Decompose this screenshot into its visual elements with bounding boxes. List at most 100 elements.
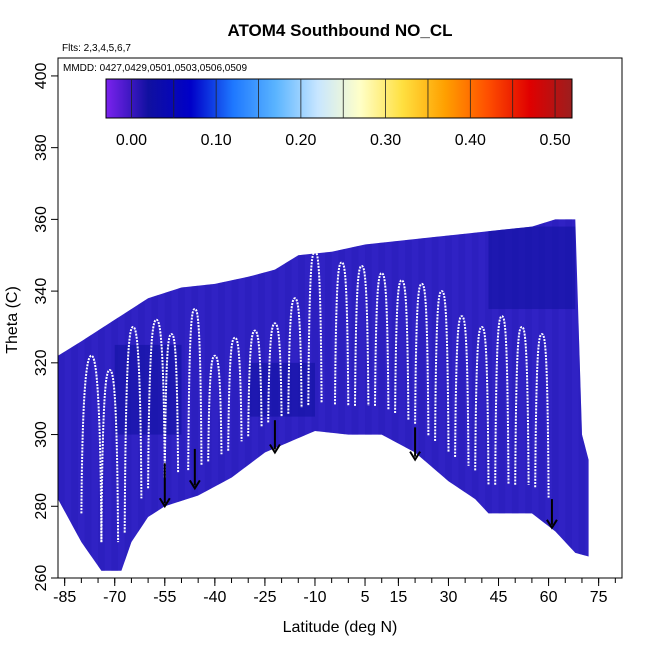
- field-band: [204, 219, 212, 571]
- colorbar-tick-label: 0.30: [370, 132, 401, 149]
- flight-profile: [354, 264, 370, 406]
- flight-profile: [147, 318, 166, 489]
- field-band: [178, 219, 185, 571]
- field-band: [244, 219, 252, 571]
- flight-profile: [474, 325, 490, 485]
- colorbar-tick-label: 0.10: [201, 132, 232, 149]
- y-tick-label: 320: [33, 349, 50, 376]
- x-tick-label: -25: [253, 589, 276, 606]
- flight-profile: [100, 368, 120, 543]
- axes: -85 -70 -55 -40 -25 -10 5 15 30 45 60 75 260 280 300 32…: [33, 57, 623, 606]
- field-band: [551, 219, 559, 571]
- field-band: [525, 219, 532, 571]
- x-tick-label: 60: [540, 589, 558, 606]
- flight-profile: [454, 315, 470, 466]
- field-band: [258, 219, 265, 571]
- colorbar-tick-label: 0.40: [455, 132, 486, 149]
- tropopause-arrow: [188, 448, 201, 491]
- y-tick-label: 340: [33, 278, 50, 305]
- field-band: [218, 219, 225, 571]
- flight-profile: [494, 315, 510, 485]
- field-band: [405, 219, 412, 571]
- field-band: [191, 219, 199, 571]
- x-tick-label: 5: [361, 589, 370, 606]
- y-tick-label: 380: [33, 134, 50, 161]
- x-axis-label: Latitude (deg N): [283, 619, 398, 636]
- flight-profile: [163, 333, 180, 478]
- tropopause-arrow: [546, 499, 558, 530]
- y-tick-label: 260: [33, 565, 50, 592]
- x-tick-label: -55: [153, 589, 176, 606]
- flight-profile: [394, 279, 410, 421]
- field-band: [84, 219, 92, 571]
- field-band: [605, 58, 612, 578]
- x-tick-label: 75: [590, 589, 608, 606]
- x-tick-label: -40: [203, 589, 226, 606]
- x-tick-label: 30: [440, 589, 458, 606]
- y-tick-label: 280: [33, 493, 50, 520]
- tropopause-arrow: [269, 420, 281, 455]
- mmdd-label: MMDD: 0427,0429,0501,0503,0506,0509: [63, 63, 247, 74]
- chart-title: ATOM4 Southbound NO_CL: [227, 21, 452, 40]
- flight-profile: [514, 325, 530, 485]
- field-band: [378, 219, 386, 571]
- y-axis-label: Theta (C): [4, 286, 21, 354]
- flights-label: Flts: 2,3,4,5,6,7: [62, 43, 131, 54]
- flight-profile: [267, 322, 283, 423]
- field-band: [351, 219, 359, 571]
- y-tick-label: 400: [33, 62, 50, 89]
- field-band: [578, 219, 586, 571]
- flight-profile: [123, 325, 143, 533]
- x-tick-label: -85: [53, 589, 76, 606]
- field-band: [58, 219, 65, 571]
- flight-profile: [80, 354, 103, 543]
- flight-profile: [434, 290, 450, 453]
- field-band: [311, 219, 319, 571]
- field-band: [231, 219, 239, 571]
- colorbar-tick-label: 0.00: [116, 132, 147, 149]
- colorbar-tick-label: 0.20: [285, 132, 316, 149]
- flight-profile: [227, 336, 243, 451]
- flight-profiles: [80, 250, 550, 543]
- flight-profile: [207, 354, 223, 462]
- flight-profile: [307, 250, 323, 406]
- field-band: [485, 219, 492, 571]
- y-tick-label: 360: [33, 206, 50, 233]
- field-band: [271, 219, 279, 571]
- flight-profile: [187, 307, 203, 471]
- field-band: [98, 219, 105, 571]
- field-band: [445, 219, 452, 571]
- tropopause-arrow: [409, 427, 421, 462]
- flight-profile: [374, 272, 390, 410]
- field-band: [538, 219, 546, 571]
- field-band: [418, 219, 426, 571]
- field-band: [71, 219, 79, 571]
- field-band: [565, 219, 572, 571]
- flight-profile: [287, 297, 303, 414]
- flight-profile: [534, 333, 550, 498]
- field-band: [498, 219, 506, 571]
- field-patch: [488, 226, 576, 310]
- field-band: [458, 219, 466, 571]
- field-band: [324, 219, 332, 571]
- plot-frame: [57, 57, 623, 579]
- field-band: [365, 219, 372, 571]
- field-band: [338, 219, 346, 571]
- tropopause-arrow: [158, 463, 171, 509]
- field-band: [592, 58, 599, 578]
- tropopause-arrows: [158, 420, 558, 530]
- flight-profile: [247, 329, 263, 437]
- field-band: [511, 219, 519, 571]
- x-tick-label: 45: [490, 589, 508, 606]
- x-tick-label: -10: [303, 589, 326, 606]
- colorbar-bar: [105, 78, 573, 119]
- x-tick-label: -70: [103, 589, 126, 606]
- field-band: [151, 219, 159, 571]
- y-tick-label: 300: [33, 421, 50, 448]
- field-patch: [114, 344, 182, 435]
- flight-profile: [414, 282, 430, 436]
- colorbar-tick-label: 0.50: [539, 132, 570, 149]
- x-tick-label: 15: [390, 589, 408, 606]
- colorbar: 0.00 0.10 0.20 0.30 0.40 0.50: [105, 78, 573, 149]
